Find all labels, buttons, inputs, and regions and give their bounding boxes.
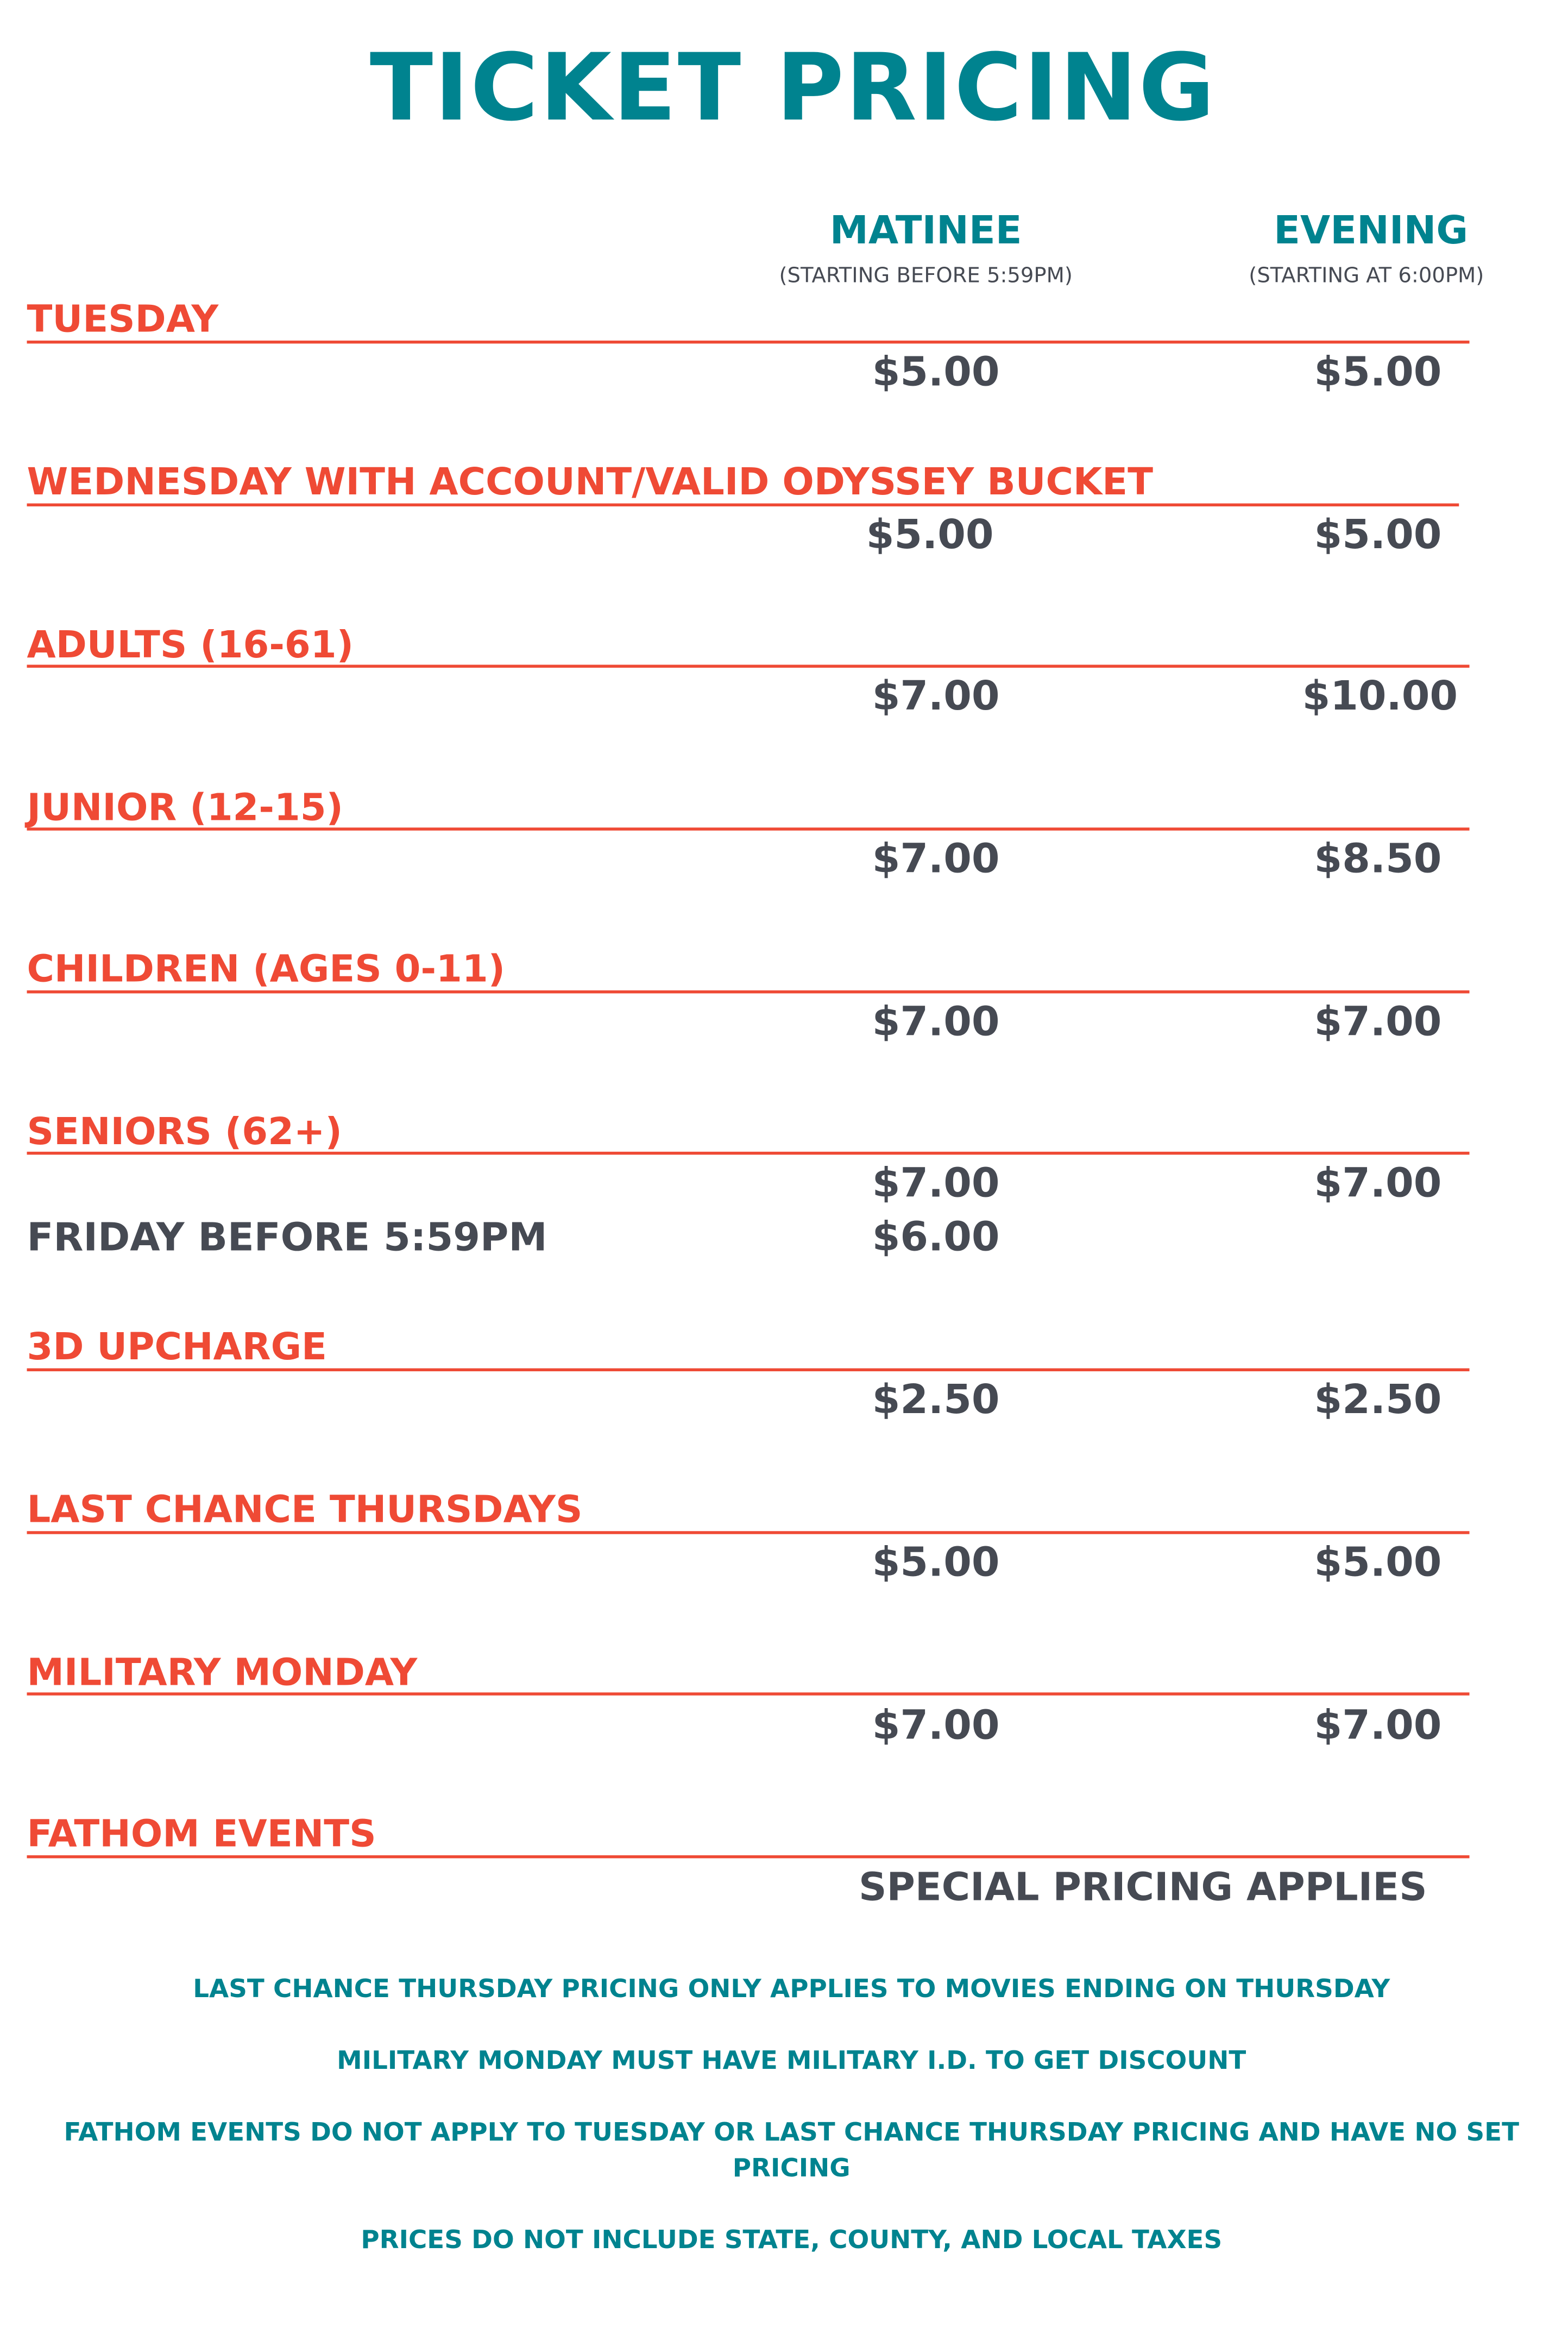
divider: [27, 503, 1459, 506]
divider: [27, 1692, 1470, 1695]
row-label-fathom-events: FATHOM EVENTS: [27, 1812, 376, 1855]
friday-label: FRIDAY BEFORE 5:59PM: [27, 1216, 547, 1261]
divider: [27, 827, 1470, 830]
special-pricing-note: SPECIAL PRICING APPLIES: [858, 1866, 1427, 1911]
price-evening: $7.00: [1314, 999, 1442, 1046]
row-label-children: CHILDREN (AGES 0-11): [27, 947, 506, 990]
price-matinee: $7.00: [872, 1160, 1000, 1207]
row-label-junior: JUNIOR (12-15): [27, 786, 343, 829]
divider: [27, 1368, 1470, 1371]
divider: [27, 1151, 1470, 1154]
price-evening: $5.00: [1314, 512, 1442, 559]
price-matinee: $5.00: [866, 512, 994, 559]
price-evening: $10.00: [1302, 674, 1458, 720]
price-matinee: $7.00: [872, 1703, 1000, 1749]
page-title: TICKET PRICING: [369, 33, 1217, 142]
divider: [27, 1855, 1470, 1858]
price-evening: $5.00: [1314, 349, 1442, 396]
footnote: MILITARY MONDAY MUST HAVE MILITARY I.D. …: [337, 2046, 1246, 2076]
price-matinee: $5.00: [872, 349, 1000, 396]
evening-header: EVENING: [1274, 209, 1469, 254]
matinee-subheader: (STARTING BEFORE 5:59PM): [779, 264, 1073, 288]
row-label-military-monday: MILITARY MONDAY: [27, 1651, 418, 1694]
footnote: PRICES DO NOT INCLUDE STATE, COUNTY, AND…: [361, 2225, 1223, 2256]
row-label-wednesday: WEDNESDAY WITH ACCOUNT/VALID ODYSSEY BUC…: [27, 460, 1154, 504]
footnote: LAST CHANCE THURSDAY PRICING ONLY APPLIE…: [193, 1974, 1390, 2005]
row-label-tuesday: TUESDAY: [27, 297, 219, 341]
price-evening: $7.00: [1314, 1703, 1442, 1749]
matinee-header: MATINEE: [829, 209, 1022, 254]
price-evening: $8.50: [1314, 836, 1442, 883]
price-matinee: $7.00: [872, 836, 1000, 883]
price-friday-matinee: $6.00: [872, 1214, 1000, 1261]
divider: [27, 1531, 1470, 1534]
footnote: FATHOM EVENTS DO NOT APPLY TO TUESDAY OR…: [64, 2118, 1519, 2184]
divider: [27, 340, 1470, 343]
price-evening: $5.00: [1314, 1540, 1442, 1586]
price-matinee: $5.00: [872, 1540, 1000, 1586]
price-matinee: $2.50: [872, 1377, 1000, 1424]
price-matinee: $7.00: [872, 999, 1000, 1046]
divider: [27, 990, 1470, 993]
evening-subheader: (STARTING AT 6:00PM): [1249, 264, 1484, 288]
price-evening: $7.00: [1314, 1160, 1442, 1207]
price-evening: $2.50: [1314, 1377, 1442, 1424]
row-label-last-chance-thursdays: LAST CHANCE THURSDAYS: [27, 1488, 583, 1532]
divider: [27, 664, 1470, 667]
price-matinee: $7.00: [872, 674, 1000, 720]
row-label-seniors: SENIORS (62+): [27, 1109, 342, 1153]
row-label-3d-upcharge: 3D UPCHARGE: [27, 1325, 328, 1369]
row-label-adults: ADULTS (16-61): [27, 623, 354, 667]
